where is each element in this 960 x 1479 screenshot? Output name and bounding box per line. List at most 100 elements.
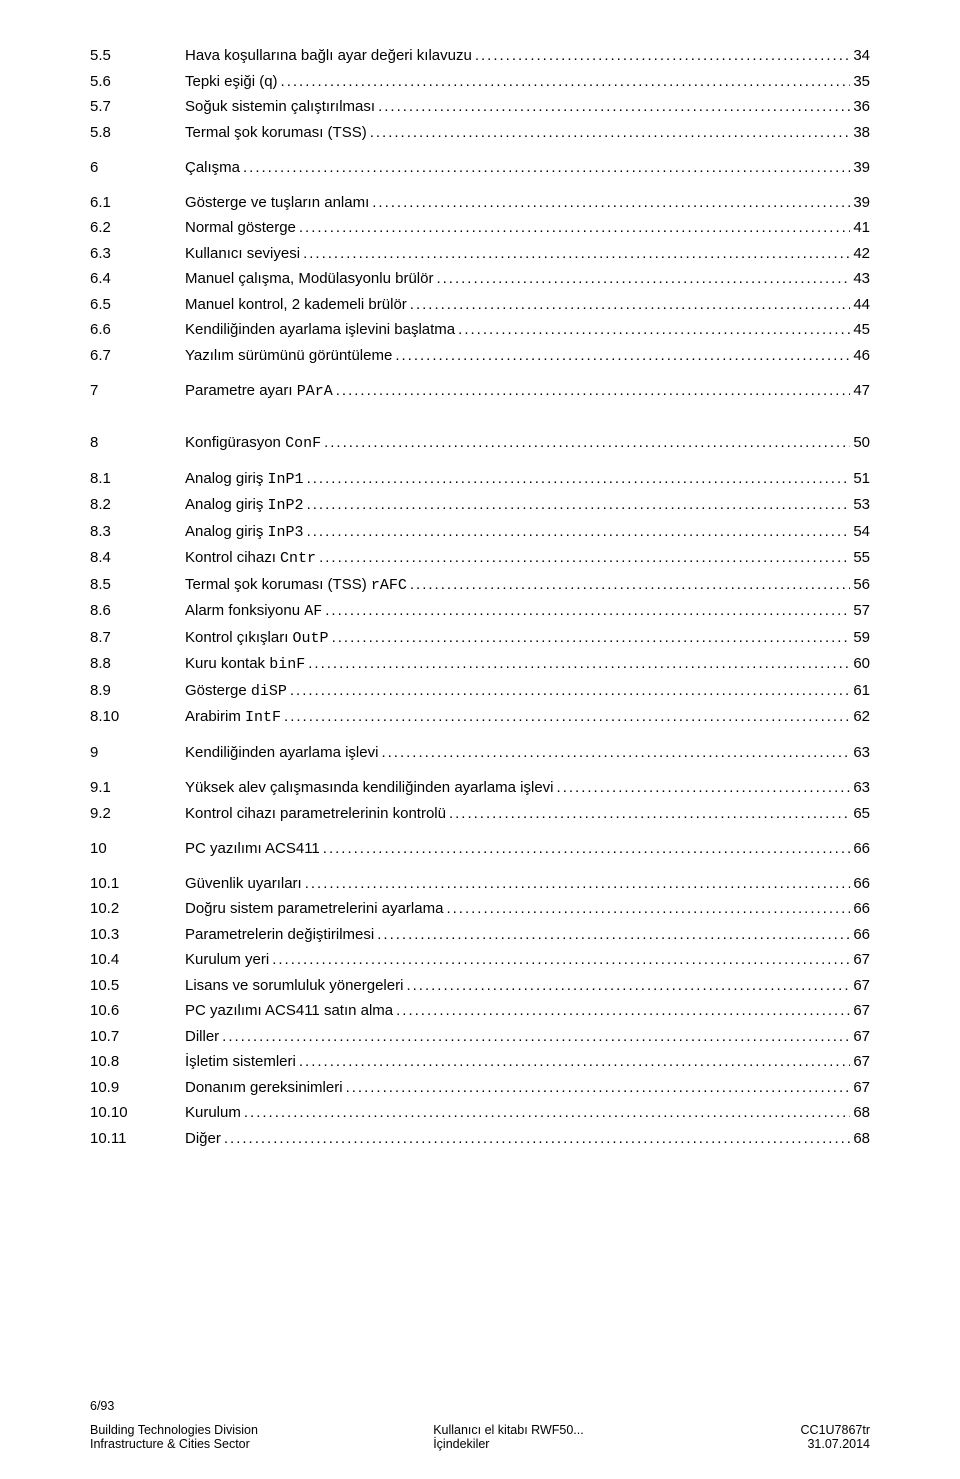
footer-left-line1: Building Technologies Division [90,1423,433,1437]
toc-row: 8.7Kontrol çıkışları OutP59 [90,630,870,646]
toc-row: 8Konfigürasyon ConF50 [90,435,870,451]
toc-title: Analog giriş InP3 [185,524,304,540]
toc-title-text: Güvenlik uyarıları [185,875,302,892]
toc-title: Kendiliğinden ayarlama işlevi [185,745,378,760]
toc-title-text: Tepki eşiği (q) [185,73,278,90]
toc-title: Kurulum [185,1105,241,1120]
toc-page: 44 [853,297,870,312]
footer-mid-line1: Kullanıcı el kitabı RWF50... [433,1423,745,1437]
toc-row: 6.6Kendiliğinden ayarlama işlevini başla… [90,322,870,337]
toc-title: Kurulum yeri [185,952,269,967]
toc-code: OutP [293,630,329,647]
toc-row: 10.10Kurulum68 [90,1105,870,1120]
toc-page: 63 [853,780,870,795]
toc-number: 6.7 [90,348,185,363]
toc-number: 8.5 [90,577,185,592]
toc-leader [243,160,850,175]
toc-leader [284,709,850,724]
toc-code: IntF [245,709,281,726]
toc-leader [377,927,850,942]
toc-code: InP2 [268,497,304,514]
toc-title-text: Diğer [185,1130,221,1147]
footer-mid-line2: İçindekiler [433,1437,745,1451]
toc-leader [290,683,850,698]
toc-title-text: Arabirim [185,708,245,725]
toc-leader [307,471,851,486]
toc-row: 10.9Donanım gereksinimleri67 [90,1080,870,1095]
toc-title: Çalışma [185,160,240,175]
toc-title-text: Kontrol cihazı [185,549,280,566]
toc-title: Kontrol çıkışları OutP [185,630,329,646]
toc-row: 6.5Manuel kontrol, 2 kademeli brülör44 [90,297,870,312]
toc-number: 10.3 [90,927,185,942]
toc-leader [396,1003,850,1018]
toc-leader [446,901,850,916]
toc-code: diSP [251,683,287,700]
table-of-contents: 5.5Hava koşullarına bağlı ayar değeri kı… [90,48,870,1146]
toc-title: Gösterge diSP [185,683,287,699]
toc-title-text: Termal şok koruması (TSS) [185,124,367,141]
toc-title: Diğer [185,1131,221,1146]
toc-title: Kullanıcı seviyesi [185,246,300,261]
toc-number: 8.9 [90,683,185,698]
toc-title: Termal şok koruması (TSS) rAFC [185,577,407,593]
toc-row: 8.8Kuru kontak binF60 [90,656,870,672]
toc-leader [372,195,850,210]
toc-page: 46 [853,348,870,363]
toc-leader [406,978,850,993]
toc-title: PC yazılımı ACS411 satın alma [185,1003,393,1018]
toc-code: rAFC [371,577,407,594]
toc-leader [299,1054,850,1069]
toc-title: Analog giriş InP1 [185,471,304,487]
toc-number: 8.6 [90,603,185,618]
toc-title-text: Kontrol cihazı parametrelerinin kontrolü [185,805,446,822]
toc-page: 38 [853,125,870,140]
toc-row: 10.11Diğer68 [90,1131,870,1146]
toc-page: 43 [853,271,870,286]
footer-columns: Building Technologies Division Infrastru… [90,1423,870,1451]
footer-right: CC1U7867tr 31.07.2014 [745,1423,870,1451]
document-page: 5.5Hava koşullarına bağlı ayar değeri kı… [0,0,960,1479]
toc-row: 5.8Termal şok koruması (TSS)38 [90,125,870,140]
toc-row: 10.4Kurulum yeri67 [90,952,870,967]
toc-leader [307,497,851,512]
toc-title-text: Doğru sistem parametrelerini ayarlama [185,900,443,917]
toc-leader [305,876,851,891]
toc-page: 34 [853,48,870,63]
toc-page: 66 [853,876,870,891]
toc-number: 5.6 [90,74,185,89]
toc-row: 8.10Arabirim IntF62 [90,709,870,725]
toc-title-text: Manuel çalışma, Modülasyonlu brülör [185,270,433,287]
toc-number: 7 [90,383,185,398]
toc-row: 10.7Diller67 [90,1029,870,1044]
toc-title: Alarm fonksiyonu AF [185,603,322,619]
toc-row: 6.2Normal gösterge41 [90,220,870,235]
toc-title-text: Analog giriş [185,470,268,487]
toc-leader [323,841,851,856]
toc-row: 6.7Yazılım sürümünü görüntüleme46 [90,348,870,363]
toc-title: Manuel kontrol, 2 kademeli brülör [185,297,407,312]
toc-code: PArA [297,383,333,400]
toc-title: Yüksek alev çalışmasında kendiliğinden a… [185,780,554,795]
toc-code: InP1 [268,471,304,488]
toc-title-text: Konfigürasyon [185,434,285,451]
toc-page: 67 [853,1080,870,1095]
toc-title-text: Kontrol çıkışları [185,629,293,646]
toc-number: 9 [90,745,185,760]
toc-row: 7Parametre ayarı PArA47 [90,383,870,399]
toc-title: Donanım gereksinimleri [185,1080,343,1095]
toc-row: 5.7Soğuk sistemin çalıştırılması36 [90,99,870,114]
toc-page: 66 [853,841,870,856]
toc-leader [281,74,851,89]
toc-leader [370,125,851,140]
toc-number: 10.8 [90,1054,185,1069]
toc-title: Kontrol cihazı Cntr [185,550,316,566]
toc-leader [436,271,850,286]
toc-leader [307,524,851,539]
toc-number: 10.1 [90,876,185,891]
toc-row: 8.2Analog giriş InP253 [90,497,870,513]
toc-leader [319,550,850,565]
toc-number: 10.11 [90,1131,185,1146]
toc-page: 36 [853,99,870,114]
footer-left: Building Technologies Division Infrastru… [90,1423,433,1451]
